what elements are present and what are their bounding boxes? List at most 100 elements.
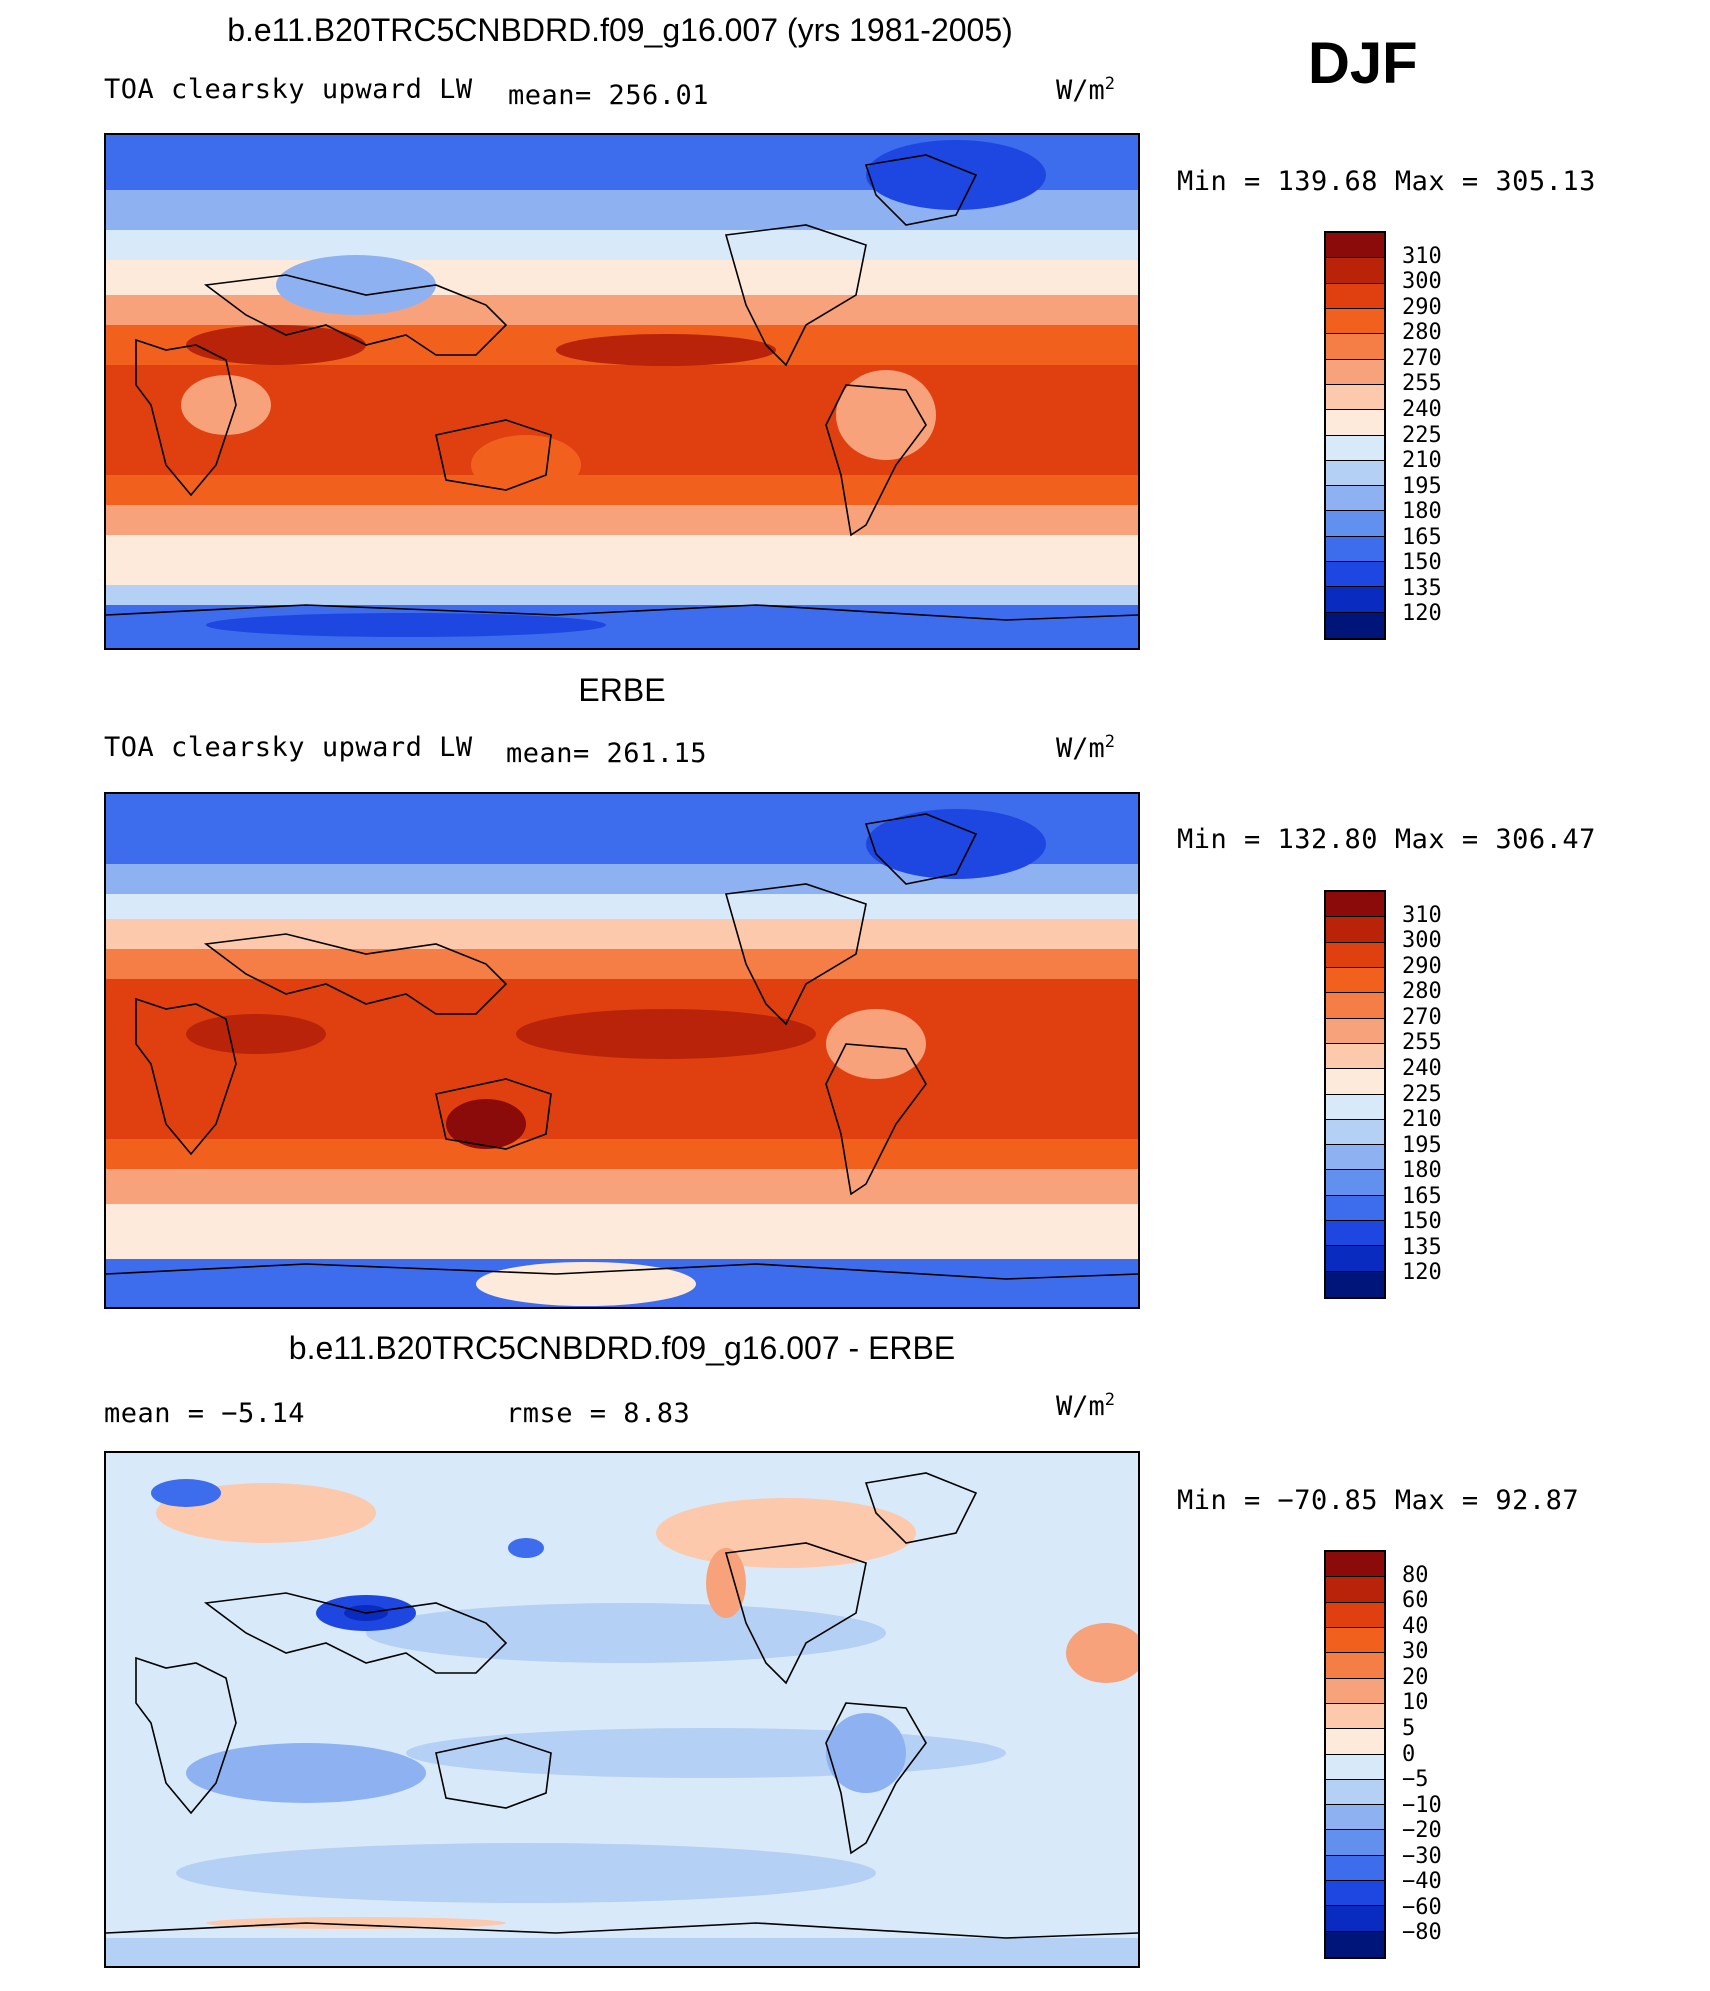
colorbar-swatch — [1326, 1145, 1384, 1171]
colorbar-label: −30 — [1402, 1843, 1442, 1869]
colorbar-label: 120 — [1402, 1260, 1442, 1286]
colorbar-label: 280 — [1402, 320, 1442, 346]
colorbar-swatch — [1326, 1195, 1384, 1222]
colorbar-swatch — [1326, 1170, 1384, 1196]
colorbar-swatch — [1326, 1271, 1384, 1297]
panel3-map — [104, 1451, 1140, 1968]
colorbar-swatch — [1326, 334, 1384, 360]
colorbar-swatch — [1326, 1552, 1384, 1578]
colorbar-label: 180 — [1402, 499, 1442, 525]
panel1-colorbar — [1324, 231, 1386, 640]
colorbar-label: −5 — [1402, 1767, 1429, 1793]
colorbar-swatch — [1326, 511, 1384, 537]
panel2-minmax: Min = 132.80 Max = 306.47 — [1177, 824, 1596, 855]
panel2-mean: mean= 261.15 — [506, 738, 708, 769]
colorbar-label: 270 — [1402, 345, 1442, 371]
colorbar-label: 135 — [1402, 1234, 1442, 1260]
colorbar-label: 80 — [1402, 1562, 1429, 1588]
colorbar-swatch — [1326, 384, 1384, 411]
colorbar-label: −10 — [1402, 1792, 1442, 1818]
colorbar-label: 60 — [1402, 1588, 1429, 1614]
colorbar-swatch — [1326, 1653, 1384, 1679]
colorbar-swatch — [1326, 1855, 1384, 1882]
colorbar-swatch — [1326, 1246, 1384, 1272]
colorbar-label: 135 — [1402, 575, 1442, 601]
colorbar-label: 225 — [1402, 1081, 1442, 1107]
colorbar-swatch — [1326, 283, 1384, 309]
panel3-mean: mean = −5.14 — [104, 1398, 306, 1429]
colorbar-label: 300 — [1402, 269, 1442, 295]
season-label: DJF — [1308, 31, 1418, 96]
colorbar-label: 280 — [1402, 979, 1442, 1005]
panel3-rmse: rmse = 8.83 — [506, 1398, 691, 1429]
colorbar-swatch — [1326, 917, 1384, 943]
colorbar-label: 240 — [1402, 396, 1442, 422]
colorbar-label: 310 — [1402, 243, 1442, 269]
colorbar-swatch — [1326, 587, 1384, 613]
colorbar-swatch — [1326, 486, 1384, 512]
colorbar-label: 225 — [1402, 422, 1442, 448]
colorbar-swatch — [1326, 993, 1384, 1019]
colorbar-swatch — [1326, 1729, 1384, 1755]
colorbar-label: 5 — [1402, 1715, 1416, 1741]
colorbar-swatch — [1326, 1602, 1384, 1628]
panel1-units: W/m2 — [1056, 74, 1116, 106]
colorbar-swatch — [1326, 435, 1384, 461]
colorbar-swatch — [1326, 1678, 1384, 1704]
colorbar-swatch — [1326, 967, 1384, 994]
colorbar-swatch — [1326, 1221, 1384, 1247]
colorbar-swatch — [1326, 308, 1384, 335]
panel3-minmax: Min = −70.85 Max = 92.87 — [1177, 1485, 1580, 1516]
colorbar-swatch — [1326, 1043, 1384, 1070]
colorbar-swatch — [1326, 892, 1384, 918]
panel3-units: W/m2 — [1056, 1390, 1116, 1422]
panel1-mean: mean= 256.01 — [508, 80, 710, 111]
colorbar-swatch — [1326, 460, 1384, 487]
colorbar-label: 150 — [1402, 550, 1442, 576]
colorbar-swatch — [1326, 1830, 1384, 1856]
colorbar-label: 30 — [1402, 1639, 1429, 1665]
colorbar-label: 150 — [1402, 1209, 1442, 1235]
coastlines — [106, 154, 1138, 621]
colorbar-swatch — [1326, 410, 1384, 436]
colorbar-swatch — [1326, 1703, 1384, 1730]
colorbar-label: 120 — [1402, 601, 1442, 627]
colorbar-swatch — [1326, 1018, 1384, 1044]
colorbar-swatch — [1326, 562, 1384, 588]
colorbar-label: 0 — [1402, 1741, 1416, 1767]
colorbar-label: 255 — [1402, 1030, 1442, 1056]
colorbar-label: 270 — [1402, 1004, 1442, 1030]
colorbar-label: 180 — [1402, 1158, 1442, 1184]
colorbar-label: 210 — [1402, 1107, 1442, 1133]
colorbar-label: 255 — [1402, 371, 1442, 397]
colorbar-label: −40 — [1402, 1869, 1442, 1895]
colorbar-swatch — [1326, 942, 1384, 968]
colorbar-swatch — [1326, 1069, 1384, 1095]
colorbar-label: 40 — [1402, 1613, 1429, 1639]
colorbar-label: 300 — [1402, 928, 1442, 954]
colorbar-swatch — [1326, 1754, 1384, 1780]
colorbar-label: −60 — [1402, 1894, 1442, 1920]
colorbar-swatch — [1326, 1906, 1384, 1932]
panel2-map — [104, 792, 1140, 1309]
colorbar-label: 20 — [1402, 1664, 1429, 1690]
colorbar-swatch — [1326, 1094, 1384, 1120]
colorbar-swatch — [1326, 536, 1384, 563]
colorbar-label: 165 — [1402, 524, 1442, 550]
colorbar-label: 165 — [1402, 1183, 1442, 1209]
panel1-map — [104, 133, 1140, 650]
panel2-variable: TOA clearsky upward LW — [104, 732, 473, 763]
colorbar-label: 10 — [1402, 1690, 1429, 1716]
colorbar-swatch — [1326, 1119, 1384, 1146]
panel3-colorbar — [1324, 1550, 1386, 1959]
colorbar-label: 195 — [1402, 1132, 1442, 1158]
colorbar-swatch — [1326, 359, 1384, 385]
panel2-title: ERBE — [578, 672, 666, 708]
colorbar-swatch — [1326, 258, 1384, 284]
panel3-title: b.e11.B20TRC5CNBDRD.f09_g16.007 - ERBE — [288, 1330, 956, 1366]
colorbar-label: 290 — [1402, 294, 1442, 320]
colorbar-swatch — [1326, 1577, 1384, 1603]
panel1-minmax: Min = 139.68 Max = 305.13 — [1177, 166, 1596, 197]
colorbar-label: 290 — [1402, 953, 1442, 979]
colorbar-swatch — [1326, 233, 1384, 259]
